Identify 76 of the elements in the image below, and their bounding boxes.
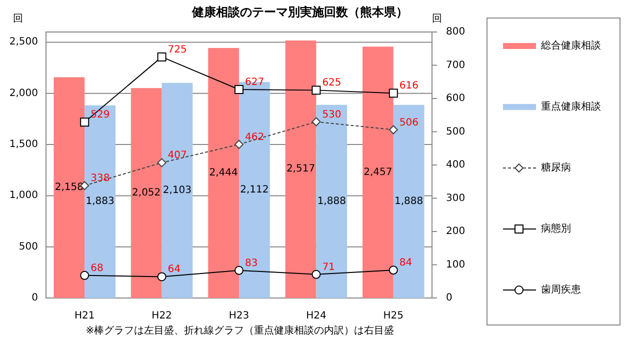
point (312, 86, 321, 95)
point (234, 140, 244, 149)
y2-tick-label: 500 (446, 126, 466, 138)
data-label: 338 (90, 173, 110, 184)
x-tick-label: H23 (228, 310, 250, 322)
legend-label: 歯周疾患 (541, 284, 581, 296)
y2-tick-label: 300 (446, 192, 466, 204)
data-label: 530 (322, 109, 342, 120)
point (388, 266, 398, 275)
legend-label: 糖尿病 (541, 162, 571, 174)
point (388, 88, 398, 98)
point (234, 266, 244, 275)
point (157, 158, 166, 168)
data-label: 725 (168, 44, 187, 56)
bar (162, 82, 193, 298)
y2-tick-label: 400 (446, 160, 466, 170)
data-label: 2,517 (286, 164, 316, 175)
data-label: 2,052 (132, 188, 161, 199)
chart-title: 健康相談のテーマ別実施回数（熊本県） (191, 5, 408, 19)
x-tick-label: H24 (306, 310, 326, 322)
y-tick-label: 1,000 (9, 190, 38, 202)
bar (54, 77, 85, 298)
data-label: 616 (399, 80, 418, 92)
y-tick-label: 500 (18, 241, 38, 252)
data-label: 2,457 (364, 166, 392, 178)
y-tick-label: 2,500 (9, 36, 38, 48)
y-tick-label: 2,000 (9, 88, 38, 99)
point (312, 117, 321, 126)
data-label: 84 (399, 258, 412, 269)
x-tick-label: H22 (152, 310, 172, 322)
bar (285, 40, 316, 298)
x-tick-label: H25 (383, 310, 404, 322)
data-label: 462 (245, 132, 264, 143)
data-label: 1,888 (394, 196, 424, 207)
y2-axis-title: 回 (432, 14, 442, 24)
y-tick-label: 1,500 (9, 139, 38, 150)
bar (208, 48, 239, 298)
bar (316, 104, 348, 298)
data-label: 627 (245, 77, 264, 88)
text: ※棒グラフは左目盛、折れ線グラフ（重点健康相談の内訳）は右目盛 (86, 324, 394, 336)
data-label: 64 (168, 264, 181, 276)
y2-tick-label: 200 (446, 226, 466, 237)
data-label: 2,103 (162, 184, 192, 196)
bar (84, 105, 116, 298)
y2-tick-label: 0 (446, 292, 452, 304)
point (80, 270, 90, 280)
data-label: 625 (322, 78, 342, 89)
point (388, 125, 398, 134)
y2-tick-label: 600 (446, 93, 466, 104)
bar (362, 46, 394, 298)
bar (130, 88, 162, 298)
legend-label: 総合健康相談 (540, 40, 601, 52)
data-label: 83 (245, 258, 258, 269)
point (157, 272, 166, 282)
x-tick-label: H21 (74, 310, 95, 322)
point (312, 270, 321, 279)
data-label: 1,888 (317, 196, 346, 207)
data-label: 71 (322, 262, 335, 273)
data-label: 407 (168, 150, 187, 162)
data-label: 1,883 (86, 196, 114, 208)
legend-label: 病態別 (541, 222, 571, 234)
bar (393, 104, 424, 298)
data-label: 2,444 (209, 167, 238, 178)
point (234, 85, 244, 94)
data-label: 68 (90, 262, 104, 274)
y2-tick-label: 700 (446, 60, 466, 71)
y2-tick-label: 800 (446, 26, 466, 38)
y2-tick-label: 100 (446, 259, 466, 270)
legend-label: 重点健康相談 (541, 100, 601, 112)
y-tick-label: 0 (32, 292, 38, 304)
data-label: 506 (399, 117, 418, 128)
data-label: 529 (90, 110, 110, 121)
point (80, 118, 90, 127)
point (157, 52, 166, 62)
y-axis-title: 回 (13, 14, 23, 24)
data-label: 2,112 (240, 184, 269, 196)
